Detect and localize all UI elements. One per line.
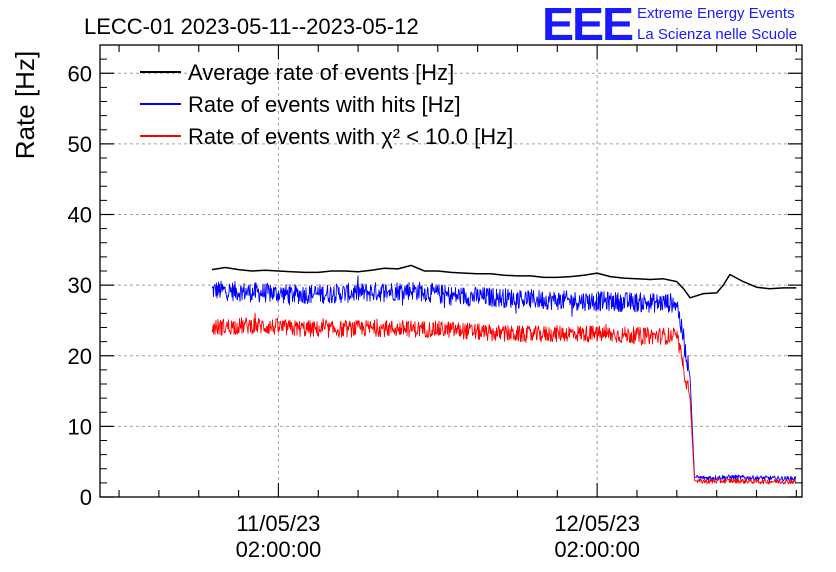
y-tick-label: 10 [68,414,92,439]
legend: Average rate of events [Hz] Rate of event… [140,60,513,149]
legend-label-3: Rate of events with χ² < 10.0 [Hz] [188,124,513,149]
series-line-3 [211,312,797,485]
eee-logo: EEE Extreme Energy Events La Scienza nel… [542,0,797,50]
y-tick-label: 50 [68,132,92,157]
legend-label-1: Average rate of events [Hz] [188,60,454,85]
y-tick-label: 30 [68,273,92,298]
y-tick-label: 20 [68,344,92,369]
legend-label-2: Rate of events with hits [Hz] [188,92,461,117]
x-tick-label-date: 12/05/23 [554,511,640,536]
eee-logo-letters: EEE [542,0,632,50]
y-tick-label: 0 [80,485,92,510]
series-line-2 [211,275,797,482]
series-line-1 [211,264,797,299]
x-tick-label-date: 11/05/23 [236,511,320,536]
eee-logo-line1: Extreme Energy Events [637,5,795,22]
chart-title: LECC-01 2023-05-11--2023-05-12 [84,14,419,39]
y-axis-label: Rate [Hz] [10,51,40,159]
y-tick-label: 60 [68,61,92,86]
x-tick-label-time: 02:00:00 [554,537,640,562]
y-tick-label: 40 [68,203,92,228]
eee-logo-line2: La Scienza nelle Scuole [637,26,797,43]
x-tick-label-time: 02:00:00 [236,537,322,562]
series-layer [211,264,797,485]
axes: 010203040506011/05/2302:00:0012/05/2302:… [68,45,802,562]
